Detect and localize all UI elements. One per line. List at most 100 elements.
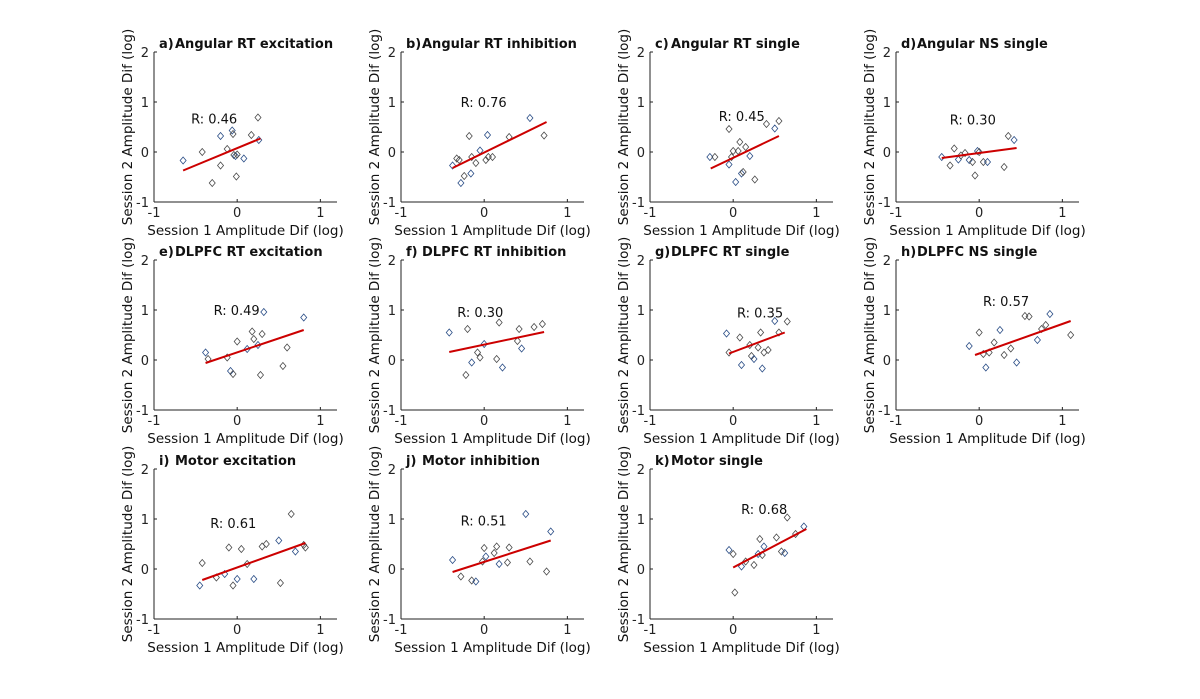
y-tick-label: 1 xyxy=(141,96,149,111)
data-point xyxy=(983,157,992,167)
data-point xyxy=(258,542,266,551)
y-tick-label: 1 xyxy=(637,304,645,319)
y-tick-label: -1 xyxy=(136,196,149,211)
y-tick-label: 0 xyxy=(141,563,149,578)
correlation-label: R: 0.45 xyxy=(719,110,765,125)
data-point xyxy=(482,552,490,561)
data-point xyxy=(301,543,309,552)
data-point xyxy=(498,363,507,372)
data-point xyxy=(1046,309,1054,319)
data-point xyxy=(973,146,982,156)
y-tick-label: 1 xyxy=(388,96,396,111)
correlation-label: R: 0.46 xyxy=(191,113,237,128)
panel-title: Angular RT single xyxy=(671,37,800,52)
data-point xyxy=(961,148,969,158)
correlation-label: R: 0.61 xyxy=(210,517,256,532)
scatter-panel-d: -1 0 1 -1 0 1 2 Session 1 Amplitude Dif (log) Se… xyxy=(862,29,1086,239)
scatter-panel-b: -1 0 1 -1 0 1 2 Session 1 Amplitude Dif (log) Se… xyxy=(367,29,591,239)
x-tick-label: 1 xyxy=(563,414,571,429)
data-point xyxy=(1010,135,1018,145)
x-tick-label: 1 xyxy=(316,206,324,221)
correlation-label: R: 0.76 xyxy=(461,96,507,111)
x-tick-label: -1 xyxy=(395,206,408,221)
y-tick-label: 1 xyxy=(637,513,645,528)
data-point xyxy=(736,137,744,147)
data-point xyxy=(254,113,262,122)
data-point xyxy=(503,558,511,567)
data-point xyxy=(275,536,283,545)
data-point xyxy=(965,155,973,165)
y-tick-label: -1 xyxy=(136,613,149,628)
y-tick-label: 1 xyxy=(637,96,645,111)
data-point xyxy=(208,178,216,188)
data-point xyxy=(771,124,779,133)
y-tick-label: -1 xyxy=(632,196,645,211)
data-point xyxy=(727,152,736,162)
data-point xyxy=(756,534,764,544)
x-tick-label: 1 xyxy=(316,414,324,429)
data-point xyxy=(522,509,530,519)
data-point xyxy=(505,543,513,552)
x-tick-label: -1 xyxy=(395,414,408,429)
data-point xyxy=(775,328,783,337)
data-point xyxy=(472,577,480,586)
data-point xyxy=(946,161,954,170)
x-tick-label: 0 xyxy=(729,414,737,429)
x-axis-title: Session 1 Amplitude Dif (log) xyxy=(643,431,839,447)
data-point xyxy=(495,318,503,327)
y-tick-label: 0 xyxy=(388,146,396,161)
panel-title: Angular RT inhibition xyxy=(422,37,577,52)
scatter-panel-h: -1 0 1 -1 0 1 2 Session 1 Amplitude Dif (log) Se… xyxy=(862,237,1086,447)
y-tick-label: 2 xyxy=(637,46,645,61)
y-tick-label: -1 xyxy=(632,404,645,419)
correlation-label: R: 0.68 xyxy=(741,503,787,518)
y-tick-label: -1 xyxy=(878,196,891,211)
data-point xyxy=(233,337,241,346)
data-point xyxy=(228,126,236,135)
scatter-panel-e: -1 0 1 -1 0 1 2 Session 1 Amplitude Dif (log) Se… xyxy=(120,237,344,447)
data-point xyxy=(480,339,488,349)
data-point xyxy=(1007,344,1015,353)
data-point xyxy=(482,155,490,165)
data-point xyxy=(732,177,740,187)
panel-title: Motor inhibition xyxy=(422,454,540,469)
data-point xyxy=(237,544,245,554)
regression-line xyxy=(182,137,261,172)
data-point xyxy=(771,316,779,326)
data-point xyxy=(543,567,551,576)
data-point xyxy=(255,135,263,145)
data-point xyxy=(971,171,979,180)
data-point xyxy=(217,161,225,170)
y-tick-label: 2 xyxy=(883,254,891,269)
y-tick-label: 2 xyxy=(141,463,149,478)
data-point xyxy=(279,361,287,371)
panel-title: Motor single xyxy=(671,454,763,469)
data-point xyxy=(711,152,719,162)
y-axis-title: Session 2 Amplitude Dif (log) xyxy=(616,446,632,642)
y-tick-label: 0 xyxy=(388,354,396,369)
x-tick-label: 0 xyxy=(729,206,737,221)
data-point xyxy=(493,354,501,364)
y-tick-label: 1 xyxy=(388,304,396,319)
x-tick-label: 0 xyxy=(975,206,983,221)
data-point xyxy=(975,328,983,337)
y-tick-label: 0 xyxy=(637,354,645,369)
data-point xyxy=(229,129,237,139)
x-tick-label: 1 xyxy=(812,623,820,638)
data-point xyxy=(515,324,523,334)
x-tick-label: -1 xyxy=(644,206,657,221)
data-point xyxy=(495,559,503,569)
data-point xyxy=(217,131,225,141)
x-tick-label: -1 xyxy=(890,414,903,429)
y-tick-label: 0 xyxy=(141,354,149,369)
data-point xyxy=(723,329,731,338)
data-point xyxy=(248,327,256,336)
data-point xyxy=(540,131,548,140)
data-point xyxy=(457,178,465,188)
data-point xyxy=(760,542,768,551)
regression-line xyxy=(710,135,780,170)
y-tick-label: -1 xyxy=(632,613,645,628)
x-tick-label: 0 xyxy=(233,623,241,638)
